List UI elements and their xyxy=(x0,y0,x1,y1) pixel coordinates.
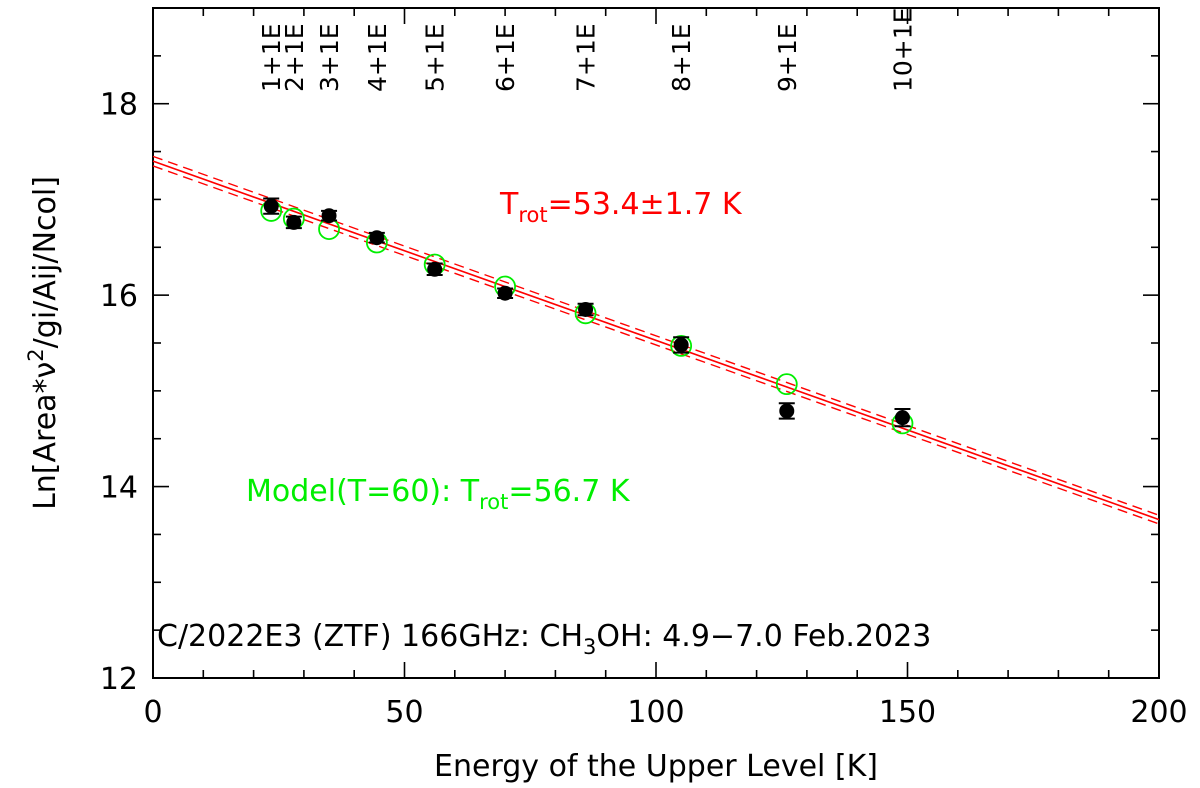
transition-label: 8+1E xyxy=(667,23,696,92)
transition-label: 2+1E xyxy=(280,23,309,92)
observed-point xyxy=(497,285,513,301)
y-tick-label: 18 xyxy=(100,88,138,123)
fit-temperature-label: Trot=53.4±1.7 K xyxy=(499,187,743,227)
transition-label: 7+1E xyxy=(572,23,601,92)
y-tick-label: 16 xyxy=(100,279,138,314)
transition-label: 4+1E xyxy=(363,23,392,92)
model-point xyxy=(670,334,693,357)
axis-tick-labels: 0 50 100 150 200 12 14 16 18 xyxy=(100,88,1188,730)
observed-point xyxy=(578,302,594,317)
transition-label: 5+1E xyxy=(421,23,450,92)
chart-title: C/2022E3 (ZTF) 166GHz: CH3OH: 4.9−7.0 Fe… xyxy=(157,619,931,659)
x-tick-label: 100 xyxy=(627,695,684,730)
axis-ticks xyxy=(152,7,1160,679)
x-tick-label: 50 xyxy=(385,695,423,730)
observed-point xyxy=(369,230,385,246)
y-axis-title: Ln[Area*ν2/gi/Aij/Ncol] xyxy=(24,176,63,510)
x-tick-label: 150 xyxy=(879,695,936,730)
observed-point xyxy=(321,208,337,224)
transition-label: 6+1E xyxy=(491,23,520,92)
fit-line-upper-bound xyxy=(152,155,1160,516)
transition-label: 10+1E xyxy=(888,8,917,92)
model-temperature-label: Model(T=60): Trot=56.7 K xyxy=(246,474,631,514)
x-axis-title: Energy of the Upper Level [K] xyxy=(434,749,878,784)
x-tick-label: 0 xyxy=(143,695,162,730)
observed-point xyxy=(779,403,795,419)
observed-point xyxy=(263,198,279,214)
fit-line xyxy=(152,160,1160,521)
observed-point xyxy=(894,410,910,426)
fit-line-lower-bound xyxy=(152,165,1160,525)
model-point xyxy=(775,373,798,396)
observed-point xyxy=(427,261,443,277)
transition-label: 3+1E xyxy=(315,23,344,92)
observed-point xyxy=(286,214,302,230)
transition-label: 9+1E xyxy=(773,23,802,92)
fit-lines xyxy=(152,155,1160,525)
observed-point xyxy=(673,337,689,353)
y-tick-label: 14 xyxy=(100,471,138,506)
x-tick-label: 200 xyxy=(1130,695,1187,730)
observed-series xyxy=(263,197,911,428)
transition-labels: 1+1E2+1E 3+1E 4+1E 5+1E 6+1E 7+1E 8+1E 9+1E 10+1… xyxy=(257,8,917,92)
y-tick-label: 12 xyxy=(100,662,138,697)
transition-label: 1+1E xyxy=(257,23,286,92)
